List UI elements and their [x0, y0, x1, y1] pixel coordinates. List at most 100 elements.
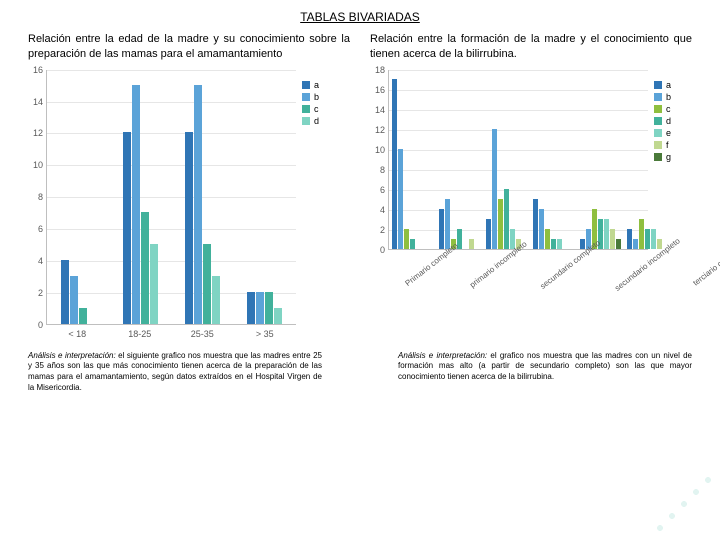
- bar: [604, 219, 609, 249]
- x-tick-label: terciario completo: [683, 230, 720, 312]
- bar-group: [530, 70, 577, 249]
- right-analysis: Análisis e interpretación: el grafico no…: [370, 351, 720, 394]
- legend-swatch: [302, 105, 310, 113]
- y-tick-label: 8: [38, 192, 47, 202]
- bar: [404, 229, 409, 249]
- bar-group: [436, 70, 483, 249]
- bar-group: [389, 70, 436, 249]
- legend-swatch: [302, 93, 310, 101]
- plot-area: 024681012141618: [388, 70, 648, 250]
- x-tick-label: > 35: [234, 325, 297, 339]
- bar: [212, 276, 220, 324]
- x-labels: Primario completoprimario incompletosecu…: [388, 250, 648, 305]
- legend-swatch: [302, 81, 310, 89]
- analysis-row: Análisis e interpretación: el siguiente …: [0, 351, 720, 394]
- bar-group: [47, 70, 109, 324]
- left-chart: 0246810121416< 1818-2525-35> 35: [28, 70, 296, 339]
- bar: [539, 209, 544, 249]
- x-tick-label: 25-35: [171, 325, 234, 339]
- x-tick-label: 18-25: [109, 325, 172, 339]
- bar-group: [577, 70, 624, 249]
- bar: [150, 244, 158, 324]
- legend-swatch: [302, 117, 310, 125]
- x-tick-label: < 18: [46, 325, 109, 339]
- y-tick-label: 14: [375, 105, 389, 115]
- y-tick-label: 14: [33, 97, 47, 107]
- columns: Relación entre la edad de la madre y su …: [0, 32, 720, 339]
- bar: [203, 244, 211, 324]
- y-tick-label: 12: [375, 125, 389, 135]
- bar: [141, 212, 149, 324]
- bar-group: [483, 70, 530, 249]
- left-analysis-prefix: Análisis e interpretación:: [28, 351, 116, 360]
- legend-item: c: [302, 104, 319, 114]
- bar: [247, 292, 255, 324]
- y-tick-label: 6: [380, 185, 389, 195]
- left-column: Relación entre la edad de la madre y su …: [28, 32, 350, 339]
- right-subtitle: Relación entre la formación de la madre …: [370, 32, 692, 62]
- page-title: TABLAS BIVARIADAS: [0, 0, 720, 32]
- y-tick-label: 4: [38, 256, 47, 266]
- bar: [610, 229, 615, 249]
- bar: [551, 239, 556, 249]
- right-chart-wrap: 024681012141618Primario completoprimario…: [370, 70, 692, 305]
- left-chart-wrap: 0246810121416< 1818-2525-35> 35 abcd: [28, 70, 350, 339]
- bar: [61, 260, 69, 324]
- y-tick-label: 4: [380, 205, 389, 215]
- bar: [627, 229, 632, 249]
- bar-groups: [47, 70, 296, 324]
- bar-group: [624, 70, 671, 249]
- y-tick-label: 0: [38, 320, 47, 330]
- legend-label: c: [314, 104, 319, 114]
- corner-dots-decoration: [654, 474, 714, 534]
- legend-label: d: [314, 116, 319, 126]
- bar: [185, 132, 193, 323]
- y-tick-label: 8: [380, 165, 389, 175]
- y-tick-label: 16: [33, 65, 47, 75]
- x-labels: < 1818-2525-35> 35: [46, 325, 296, 339]
- bar: [79, 308, 87, 324]
- bar: [492, 129, 497, 249]
- left-subtitle: Relación entre la edad de la madre y su …: [28, 32, 350, 62]
- y-tick-label: 2: [38, 288, 47, 298]
- bar: [274, 308, 282, 324]
- y-tick-label: 10: [33, 160, 47, 170]
- bar: [486, 219, 491, 249]
- y-tick-label: 2: [380, 225, 389, 235]
- bar: [616, 239, 621, 249]
- bar: [194, 85, 202, 324]
- y-tick-label: 10: [375, 145, 389, 155]
- bar: [545, 229, 550, 249]
- left-analysis: Análisis e interpretación: el siguiente …: [0, 351, 350, 394]
- legend-label: a: [314, 80, 319, 90]
- bar: [392, 79, 397, 249]
- bar: [132, 85, 140, 324]
- legend-item: a: [302, 80, 319, 90]
- bar: [533, 199, 538, 249]
- left-legend: abcd: [302, 70, 319, 126]
- legend-item: d: [302, 116, 319, 126]
- y-tick-label: 6: [38, 224, 47, 234]
- legend-item: b: [302, 92, 319, 102]
- legend-label: b: [314, 92, 319, 102]
- y-tick-label: 18: [375, 65, 389, 75]
- bar-group: [234, 70, 296, 324]
- bar: [633, 239, 638, 249]
- right-analysis-prefix: Análisis e interpretación:: [398, 351, 487, 360]
- bar-groups: [389, 70, 648, 249]
- y-tick-label: 16: [375, 85, 389, 95]
- bar-group: [172, 70, 234, 324]
- bar: [469, 239, 474, 249]
- y-tick-label: 0: [380, 245, 389, 255]
- bar: [256, 292, 264, 324]
- bar-group: [109, 70, 171, 324]
- bar: [398, 149, 403, 249]
- plot-area: 0246810121416: [46, 70, 296, 325]
- right-column: Relación entre la formación de la madre …: [370, 32, 692, 339]
- bar: [410, 239, 415, 249]
- bar: [123, 132, 131, 323]
- right-chart: 024681012141618Primario completoprimario…: [370, 70, 648, 305]
- bar: [265, 292, 273, 324]
- bar: [70, 276, 78, 324]
- y-tick-label: 12: [33, 128, 47, 138]
